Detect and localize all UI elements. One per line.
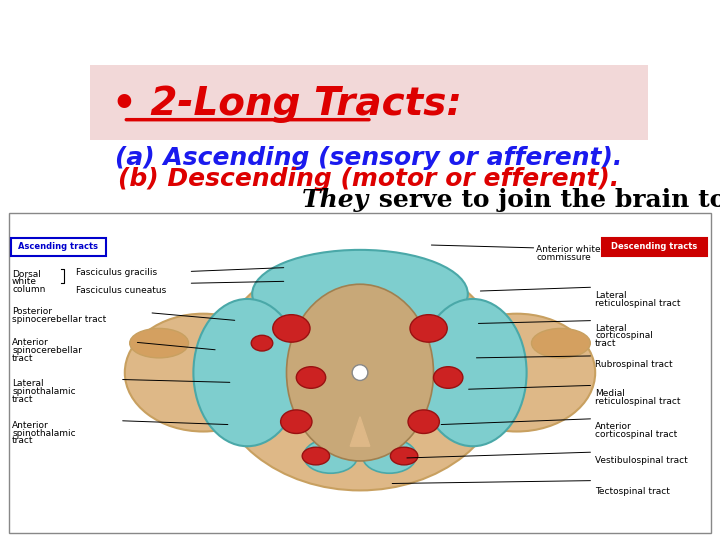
Text: Rubrospinal tract: Rubrospinal tract [595, 360, 672, 369]
Ellipse shape [304, 439, 358, 473]
Text: Tectospinal tract: Tectospinal tract [595, 488, 670, 496]
Ellipse shape [302, 447, 330, 465]
Text: Descending tracts: Descending tracts [611, 242, 697, 252]
Text: tract: tract [12, 395, 34, 404]
FancyBboxPatch shape [9, 213, 711, 532]
Text: Anterior: Anterior [12, 338, 49, 347]
Text: Medial: Medial [595, 389, 625, 399]
Text: (b) Descending (motor or efferent).: (b) Descending (motor or efferent). [118, 167, 620, 191]
Text: Fasciculus cuneatus: Fasciculus cuneatus [76, 286, 166, 295]
Text: Ascending tracts: Ascending tracts [18, 242, 98, 252]
Text: spinothalamic: spinothalamic [12, 429, 76, 437]
Ellipse shape [213, 255, 507, 490]
Ellipse shape [273, 315, 310, 342]
Text: • 2-Long Tracts:: • 2-Long Tracts: [112, 85, 462, 123]
Text: corticospinal: corticospinal [595, 332, 653, 340]
Text: Lateral: Lateral [595, 291, 627, 300]
Text: commissure: commissure [536, 253, 591, 262]
Text: Vestibulospinal tract: Vestibulospinal tract [595, 456, 688, 465]
Circle shape [352, 364, 368, 381]
Ellipse shape [433, 367, 463, 388]
Text: reticulospinal tract: reticulospinal tract [595, 397, 680, 406]
Ellipse shape [130, 328, 189, 358]
Text: Anterior: Anterior [12, 421, 49, 430]
Text: serve to join the brain to the spinal cord.: serve to join the brain to the spinal co… [370, 188, 720, 212]
Ellipse shape [125, 314, 282, 431]
FancyBboxPatch shape [602, 238, 707, 256]
Text: Fasciculus gracilis: Fasciculus gracilis [76, 267, 157, 276]
Ellipse shape [438, 314, 595, 431]
Text: Posterior: Posterior [12, 307, 52, 316]
Text: Anterior: Anterior [595, 422, 632, 431]
Ellipse shape [410, 315, 447, 342]
Ellipse shape [362, 439, 416, 473]
Text: tract: tract [12, 354, 34, 363]
Text: tract: tract [12, 436, 34, 446]
Text: spinothalamic: spinothalamic [12, 387, 76, 396]
Polygon shape [350, 417, 370, 446]
Text: spinocerebellar: spinocerebellar [12, 346, 82, 355]
Text: (a) Ascending (sensory or afferent).: (a) Ascending (sensory or afferent). [115, 146, 623, 170]
Text: white: white [12, 278, 37, 286]
Text: Dorsal: Dorsal [12, 269, 41, 279]
Ellipse shape [252, 250, 468, 338]
Text: Lateral: Lateral [595, 323, 627, 333]
FancyBboxPatch shape [11, 238, 106, 256]
Text: reticulospinal tract: reticulospinal tract [595, 299, 680, 308]
Text: tract: tract [595, 339, 617, 348]
Ellipse shape [287, 284, 433, 461]
Ellipse shape [390, 447, 418, 465]
Ellipse shape [281, 410, 312, 434]
Ellipse shape [194, 299, 301, 446]
Text: column: column [12, 285, 45, 294]
Ellipse shape [297, 367, 325, 388]
Ellipse shape [251, 335, 273, 351]
Text: They: They [302, 188, 369, 212]
Ellipse shape [408, 410, 439, 434]
Ellipse shape [419, 299, 526, 446]
Ellipse shape [531, 328, 590, 358]
FancyBboxPatch shape [90, 65, 648, 140]
Text: spinocerebellar tract: spinocerebellar tract [12, 315, 107, 323]
Text: Lateral: Lateral [12, 380, 44, 388]
Text: corticospinal tract: corticospinal tract [595, 429, 678, 438]
Text: Anterior white: Anterior white [536, 245, 601, 254]
